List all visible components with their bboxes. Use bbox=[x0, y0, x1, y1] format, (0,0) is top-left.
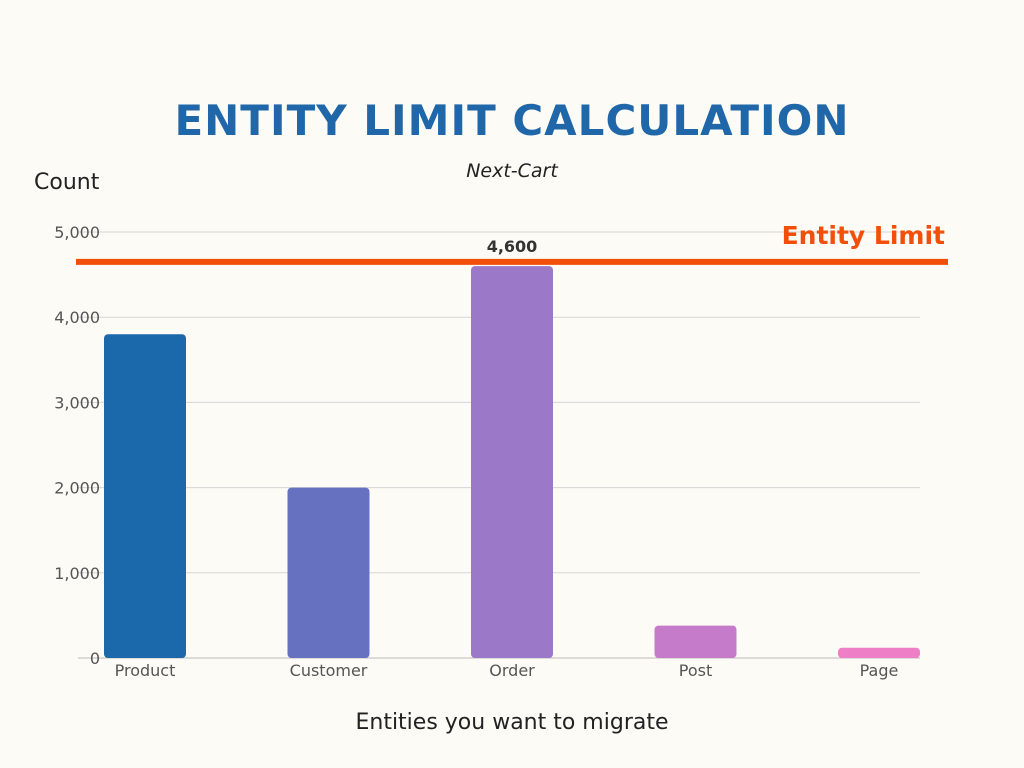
x-tick-label: Order bbox=[489, 661, 535, 680]
x-tick-label: Post bbox=[679, 661, 712, 680]
y-tick-label: 4,000 bbox=[54, 308, 100, 327]
chart-title: ENTITY LIMIT CALCULATION bbox=[174, 96, 850, 145]
y-tick-label: 0 bbox=[90, 649, 100, 668]
data-label: 4,600 bbox=[487, 237, 538, 256]
y-tick-label: 5,000 bbox=[54, 223, 100, 242]
bar bbox=[654, 625, 737, 658]
entity-limit-label: Entity Limit bbox=[782, 221, 945, 250]
bar bbox=[104, 334, 186, 658]
y-tick-label: 1,000 bbox=[54, 564, 100, 583]
x-tick-label: Product bbox=[115, 661, 176, 680]
bar bbox=[838, 647, 920, 658]
x-tick-label: Customer bbox=[290, 661, 368, 680]
x-tick-label: Page bbox=[860, 661, 899, 680]
y-axis-label: Count bbox=[34, 170, 100, 195]
y-tick-label: 2,000 bbox=[54, 479, 100, 498]
chart-subtitle: Next-Cart bbox=[466, 160, 558, 182]
bar bbox=[287, 487, 370, 658]
y-tick-label: 3,000 bbox=[54, 393, 100, 412]
bar bbox=[471, 266, 553, 658]
x-axis-label: Entities you want to migrate bbox=[355, 710, 669, 735]
